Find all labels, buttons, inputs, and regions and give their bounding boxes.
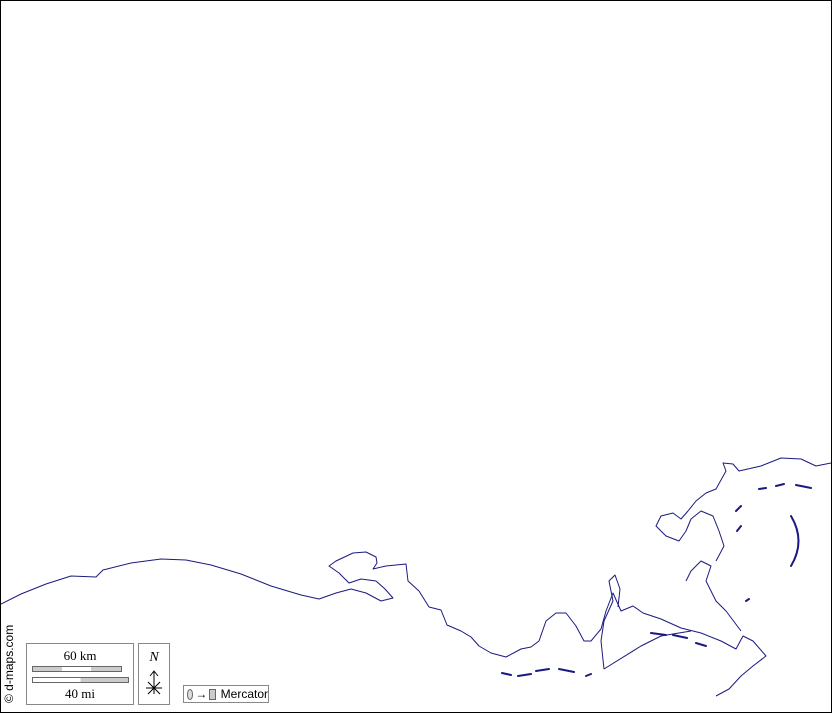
- projection-name: Mercator: [220, 687, 268, 701]
- north-label: N: [149, 650, 159, 665]
- scale-bar: 60 km 40 mi: [26, 643, 134, 705]
- flat-map-icon: [209, 688, 216, 700]
- arrow-icon: →: [195, 687, 208, 701]
- scale-mi-label: 40 mi: [65, 686, 95, 701]
- scale-mi-bar: [32, 677, 129, 683]
- barrier-islands: [501, 483, 812, 677]
- credit-text: © d-maps.com: [2, 624, 16, 703]
- north-arrow: N: [138, 643, 170, 705]
- coastline-delta: [600, 574, 692, 670]
- coastline-west: [1, 551, 767, 697]
- projection-label: → Mercator: [183, 685, 269, 703]
- globe-icon: [187, 688, 194, 700]
- scale-km-label: 60 km: [63, 648, 97, 663]
- coastline-east: [655, 457, 831, 632]
- compass-icon: [146, 670, 162, 695]
- scale-km-bar: [32, 666, 122, 672]
